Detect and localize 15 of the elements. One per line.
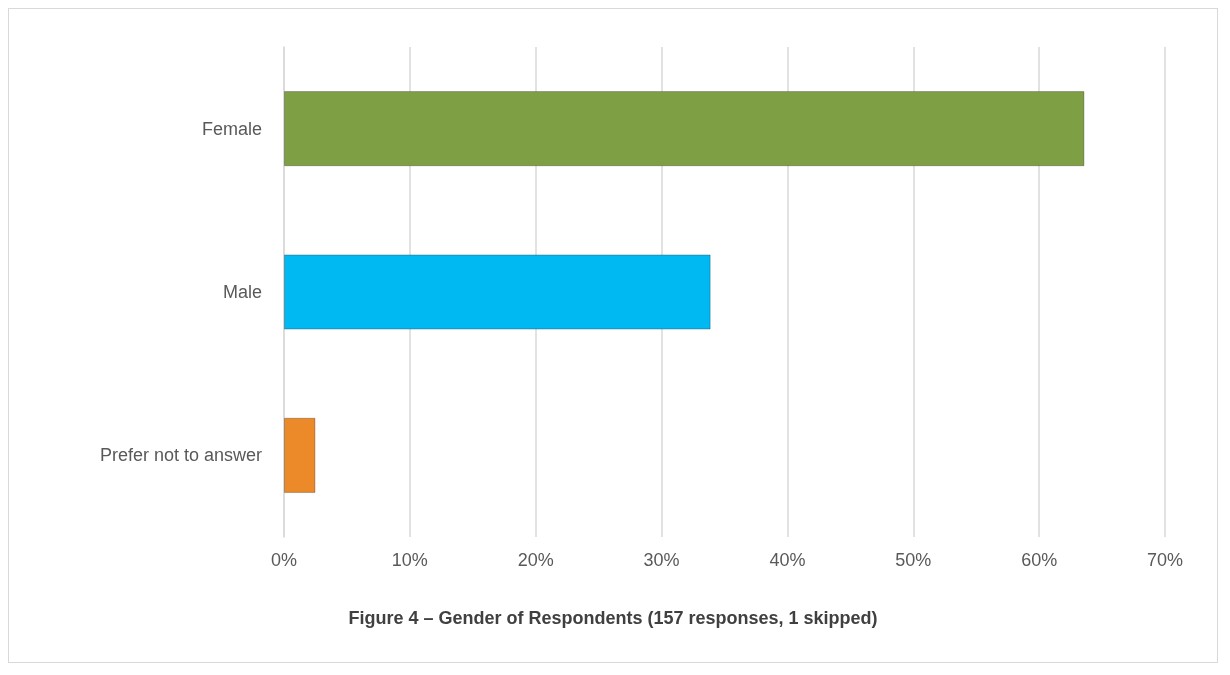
x-tick-label: 70%	[1146, 550, 1184, 570]
y-tick-label: Female	[201, 118, 262, 139]
x-tick-label: 0%	[270, 550, 298, 570]
x-tick-label: 20%	[517, 550, 554, 570]
bar	[284, 417, 316, 493]
y-tick-label: Male	[222, 282, 262, 302]
y-tick-label: Prefer not to answer	[99, 445, 262, 466]
x-tick-label: 50%	[895, 550, 932, 570]
bar	[284, 91, 1085, 167]
x-tick-label: 30%	[643, 550, 680, 570]
bar	[284, 254, 711, 330]
x-tick-label: 60%	[1021, 550, 1058, 570]
text: Figure 4 – Gender of Respondents (157 responses, 1 skipped)	[348, 608, 878, 628]
x-tick-label: 40%	[769, 550, 806, 570]
x-tick-label: 10%	[391, 550, 428, 570]
